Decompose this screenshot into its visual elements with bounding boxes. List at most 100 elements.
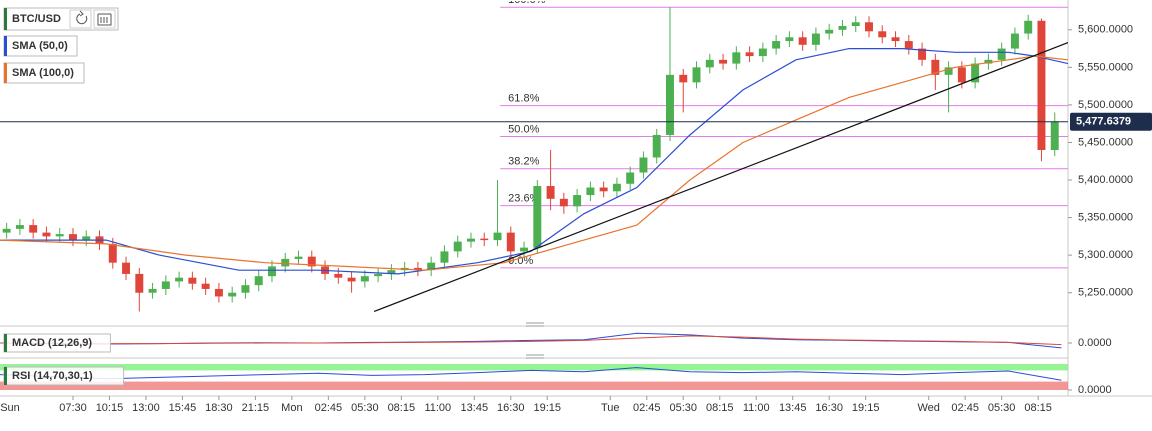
y-tick-label: 0.0000 (1078, 384, 1112, 396)
candle-body (692, 67, 701, 83)
y-tick-label: 5,400.0000 (1078, 174, 1133, 186)
candle-body (82, 236, 91, 241)
x-tick-label: Sun (0, 402, 20, 414)
candle-body (334, 273, 343, 278)
indicator-stripe (4, 367, 7, 385)
candle-body (745, 52, 754, 57)
candle-body (2, 228, 11, 233)
overbought-band (0, 364, 1068, 371)
x-tick-label: 21:15 (242, 402, 270, 414)
x-tick-label: 11:00 (743, 402, 770, 414)
candle-body (1050, 121, 1059, 150)
x-tick-label: 08:15 (706, 402, 734, 414)
x-tick-label: 13:00 (132, 402, 160, 414)
candle-body (772, 41, 781, 49)
candle-body (135, 273, 144, 293)
x-tick-label: 18:30 (205, 402, 233, 414)
fib-label: 61.8% (508, 93, 539, 105)
candle-body (559, 198, 568, 207)
candle-body (612, 183, 621, 192)
plot-area (0, 367, 1062, 381)
candle-body (878, 31, 887, 38)
candle-body (785, 37, 794, 42)
fib-label: 100.0% (508, 0, 546, 6)
legend-swatch (4, 63, 7, 83)
y-tick-label: 5,350.0000 (1078, 211, 1133, 223)
x-tick-label: Tue (601, 402, 620, 414)
candle-body (440, 251, 449, 263)
candle-body (652, 134, 661, 158)
candle-body (307, 256, 316, 267)
y-tick-label: 5,300.0000 (1078, 249, 1133, 261)
candle-body (281, 258, 290, 267)
y-tick-label: 5,450.0000 (1078, 136, 1133, 148)
candle-body (453, 241, 462, 252)
x-tick-label: 05:30 (988, 402, 1016, 414)
candle-body (374, 273, 383, 277)
y-tick-label: 5,550.0000 (1078, 61, 1133, 73)
candle-body (639, 157, 648, 173)
y-tick-label: 0.0000 (1078, 337, 1112, 349)
candle-body (520, 247, 529, 252)
sma-line (0, 55, 1068, 271)
symbol-title: BTC/USD (12, 13, 61, 25)
x-tick-label: 07:30 (59, 402, 87, 414)
candle-body (811, 33, 820, 45)
candle-body (42, 232, 51, 237)
candle-body (957, 67, 966, 83)
y-tick-label: 5,600.0000 (1078, 24, 1133, 36)
x-tick-label: 05:30 (669, 402, 697, 414)
candle-body (838, 26, 847, 30)
candle-body (175, 277, 184, 282)
x-tick-label: 16:30 (815, 402, 843, 414)
x-tick-label: Mon (281, 402, 302, 414)
x-tick-label: 08:15 (388, 402, 416, 414)
candle-body (360, 276, 369, 282)
x-tick-label: 10:15 (96, 402, 124, 414)
candle-body (467, 238, 475, 242)
indicator-title: RSI (14,70,30,1) (12, 370, 93, 382)
candle-body (294, 256, 303, 259)
candle-body (267, 266, 276, 277)
x-tick-label: 13:45 (779, 402, 807, 414)
candle-body (1037, 20, 1046, 150)
symbol-stripe (4, 8, 7, 30)
x-tick-label: 11:00 (424, 402, 451, 414)
candle-body (55, 234, 64, 237)
candle-body (68, 234, 77, 241)
last-price-label: 5,477.6379 (1076, 116, 1131, 128)
candle-body (1024, 20, 1033, 34)
candle-body (413, 267, 422, 271)
candle-body (480, 238, 489, 241)
candle-body (865, 22, 873, 32)
pane-handle[interactable] (526, 322, 544, 359)
indicator-stripe (4, 334, 7, 352)
refresh-button[interactable] (69, 9, 92, 29)
candle-body (427, 262, 436, 271)
candle-body (108, 243, 117, 263)
refresh-icon (76, 10, 88, 25)
candle-body (1010, 33, 1019, 49)
fib-label: 23.6% (508, 192, 539, 204)
candle-body (798, 37, 807, 45)
candle-body (626, 172, 635, 184)
candle-body (188, 277, 197, 284)
candle-body (984, 59, 993, 64)
indicator-title: MACD (12,26,9) (12, 337, 92, 349)
candle-body (214, 288, 223, 297)
legend-label: SMA (100,0) (12, 67, 74, 79)
candle-body (997, 48, 1006, 60)
fib-label: 50.0% (508, 123, 539, 135)
candle-body (29, 225, 38, 233)
x-tick-label: 02:45 (951, 402, 979, 414)
blank-box (13, 272, 99, 302)
legend-swatch (4, 36, 7, 56)
plot-area: 100.0% 61.8% 50.0% 38.2% 23.6% 0.0% (0, 0, 1068, 313)
candle-body (732, 52, 741, 64)
trend-line (373, 41, 1068, 313)
candle-body (241, 285, 250, 293)
candle-body (15, 225, 24, 229)
candle-body (825, 29, 834, 34)
candle-body (347, 277, 356, 282)
